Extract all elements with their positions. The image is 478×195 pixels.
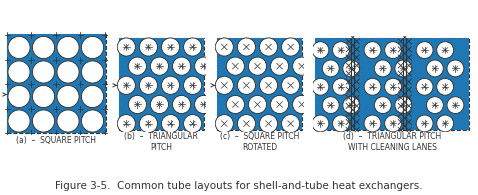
Circle shape xyxy=(57,85,79,108)
Circle shape xyxy=(8,85,30,108)
Text: (b)  –  TRIANGULAR
PITCH: (b) – TRIANGULAR PITCH xyxy=(124,132,198,152)
Circle shape xyxy=(364,78,381,95)
Circle shape xyxy=(395,60,412,77)
Circle shape xyxy=(437,42,454,58)
Circle shape xyxy=(184,38,202,56)
Circle shape xyxy=(322,97,339,113)
Circle shape xyxy=(140,76,158,94)
Circle shape xyxy=(374,60,391,77)
Circle shape xyxy=(215,38,233,56)
Circle shape xyxy=(238,76,256,94)
Circle shape xyxy=(395,97,412,113)
Circle shape xyxy=(293,95,311,113)
Circle shape xyxy=(437,115,454,132)
Circle shape xyxy=(282,76,300,94)
Circle shape xyxy=(249,57,267,75)
Circle shape xyxy=(260,115,278,133)
Circle shape xyxy=(117,38,135,56)
Circle shape xyxy=(128,57,146,75)
Circle shape xyxy=(33,36,54,58)
Circle shape xyxy=(447,97,464,113)
Circle shape xyxy=(140,115,158,133)
Circle shape xyxy=(447,60,464,77)
Circle shape xyxy=(282,115,300,133)
Circle shape xyxy=(195,95,213,113)
Circle shape xyxy=(364,115,381,132)
Circle shape xyxy=(385,78,402,95)
Circle shape xyxy=(238,115,256,133)
Circle shape xyxy=(271,57,289,75)
Circle shape xyxy=(343,60,359,77)
Circle shape xyxy=(151,95,169,113)
Circle shape xyxy=(81,36,104,58)
Circle shape xyxy=(8,110,30,132)
Circle shape xyxy=(81,110,104,132)
Circle shape xyxy=(226,95,244,113)
Circle shape xyxy=(385,42,402,58)
Circle shape xyxy=(57,36,79,58)
Circle shape xyxy=(184,115,202,133)
Circle shape xyxy=(385,115,402,132)
Circle shape xyxy=(184,76,202,94)
Circle shape xyxy=(260,76,278,94)
Circle shape xyxy=(374,97,391,113)
Circle shape xyxy=(8,61,30,83)
Circle shape xyxy=(117,76,135,94)
Circle shape xyxy=(81,61,104,83)
Circle shape xyxy=(322,60,339,77)
Text: (c)  –  SQUARE PITCH
ROTATED: (c) – SQUARE PITCH ROTATED xyxy=(219,132,299,152)
Circle shape xyxy=(215,115,233,133)
Circle shape xyxy=(343,97,359,113)
Circle shape xyxy=(333,42,349,58)
Circle shape xyxy=(416,42,433,58)
Circle shape xyxy=(333,78,349,95)
Circle shape xyxy=(128,95,146,113)
Circle shape xyxy=(57,110,79,132)
Text: (d)  –  TRIANGULAR PITCH
WITH CLEANING LANES: (d) – TRIANGULAR PITCH WITH CLEANING LAN… xyxy=(343,132,441,152)
Circle shape xyxy=(282,38,300,56)
Circle shape xyxy=(416,115,433,132)
Circle shape xyxy=(293,57,311,75)
Circle shape xyxy=(416,78,433,95)
Circle shape xyxy=(437,78,454,95)
Circle shape xyxy=(260,38,278,56)
Circle shape xyxy=(312,78,329,95)
Circle shape xyxy=(238,38,256,56)
Circle shape xyxy=(151,57,169,75)
Circle shape xyxy=(33,85,54,108)
Circle shape xyxy=(162,115,180,133)
Circle shape xyxy=(173,57,191,75)
Circle shape xyxy=(249,95,267,113)
Circle shape xyxy=(117,115,135,133)
Circle shape xyxy=(162,76,180,94)
Circle shape xyxy=(195,57,213,75)
Circle shape xyxy=(333,115,349,132)
Circle shape xyxy=(8,36,30,58)
Circle shape xyxy=(33,110,54,132)
Circle shape xyxy=(57,61,79,83)
Circle shape xyxy=(312,42,329,58)
Circle shape xyxy=(162,38,180,56)
Circle shape xyxy=(312,115,329,132)
Circle shape xyxy=(215,76,233,94)
Circle shape xyxy=(81,85,104,108)
Circle shape xyxy=(271,95,289,113)
Circle shape xyxy=(140,38,158,56)
Circle shape xyxy=(426,60,443,77)
Circle shape xyxy=(173,95,191,113)
Text: Figure 3-5.  Common tube layouts for shell-and-tube heat exchangers.: Figure 3-5. Common tube layouts for shel… xyxy=(55,181,423,191)
Circle shape xyxy=(226,57,244,75)
Circle shape xyxy=(33,61,54,83)
Circle shape xyxy=(426,97,443,113)
Circle shape xyxy=(364,42,381,58)
Text: (a)  –  SQUARE PITCH: (a) – SQUARE PITCH xyxy=(16,136,96,145)
